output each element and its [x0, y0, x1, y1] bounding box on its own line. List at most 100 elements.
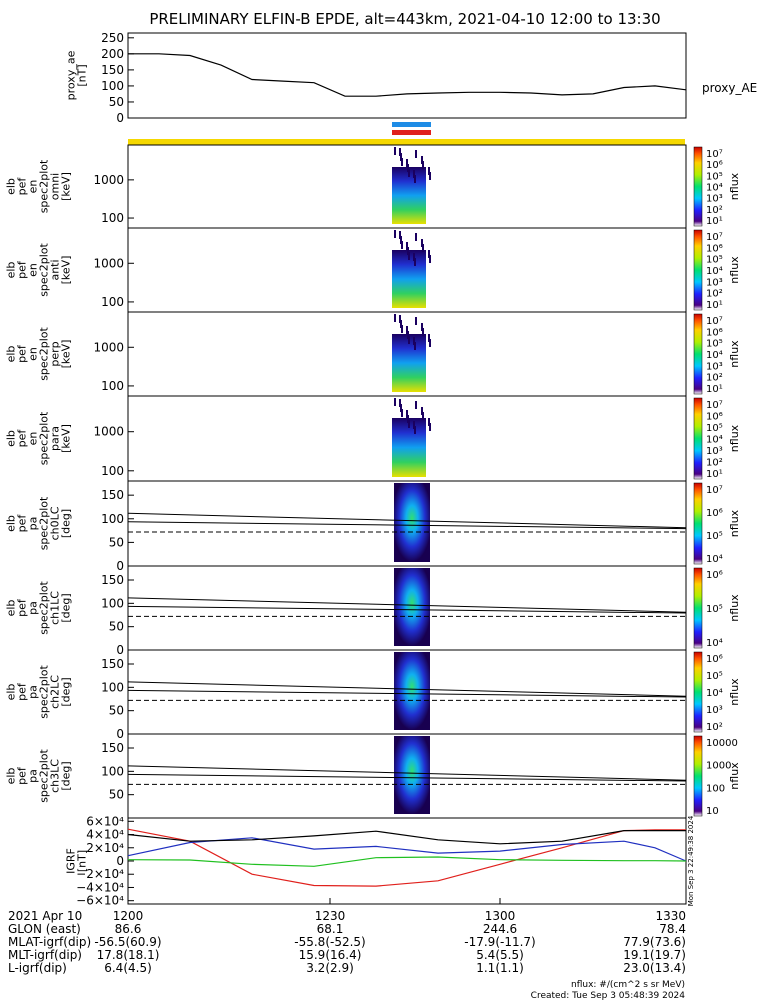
y-label-line: ch0LC — [49, 506, 62, 540]
plot-title: PRELIMINARY ELFIN-B EPDE, alt=443km, 202… — [149, 10, 660, 28]
y-label-line: [deg] — [60, 761, 73, 790]
colorbar-tick-label: 10⁵ — [706, 531, 723, 542]
y-axis-label: elbpefenspec2plotanti[keV] — [5, 243, 73, 297]
footer-value: 1230 — [315, 909, 346, 923]
y-tick-label: 100 — [101, 680, 124, 694]
footer-value: 5.4(5.5) — [476, 948, 524, 962]
spectrogram-speck — [428, 334, 430, 342]
footer-row-label: GLON (east) — [8, 922, 81, 936]
colorbar-label: nflux — [728, 678, 741, 706]
panel-pa_ch3: elbpefpaspec2plotch3LC[deg] 150 100 50 10000… — [5, 733, 741, 819]
spectrogram-speck — [406, 242, 408, 250]
y-label-line: spec2plot — [38, 665, 51, 719]
y-label-line: anti — [49, 259, 62, 280]
colorbar-tick-label: 10⁴ — [706, 350, 723, 361]
y-tick-label: 0 — [116, 854, 124, 868]
y-label-line: [keV] — [60, 424, 73, 453]
y-tick-label: 50 — [109, 95, 124, 109]
panel-pa_ch2: elbpefpaspec2plotch2LC[deg] 150 100 50 0 10⁶ 1… — [5, 649, 741, 741]
red-status-bar — [392, 130, 431, 135]
spectrogram-speck — [422, 328, 424, 336]
footer-value: 1300 — [485, 909, 516, 923]
footer-value: 1.1(1.1) — [476, 961, 524, 975]
colorbar-tick-label: 10⁷ — [706, 316, 723, 327]
y-label-line: pef — [16, 766, 29, 785]
footer-value: -55.8(-52.5) — [294, 935, 365, 949]
footer-value: 3.2(2.9) — [306, 961, 354, 975]
spectrogram-speck — [414, 175, 416, 183]
colorbar-tick-label: 10² — [706, 722, 723, 733]
spectrogram-speck — [408, 420, 410, 428]
y-tick-label: −2×10⁴ — [76, 867, 124, 881]
spectrogram-speck — [408, 336, 410, 344]
y-label-line: en — [27, 347, 40, 361]
series-line-4 — [127, 856, 687, 867]
colorbar-tick-label: 10⁴ — [706, 688, 723, 699]
footer-value: 78.4 — [659, 922, 686, 936]
spectrogram-speck — [421, 239, 423, 247]
footer-value: 86.6 — [115, 922, 142, 936]
spectrogram-speck — [394, 147, 396, 155]
footer-value: 77.9(73.6) — [623, 935, 686, 949]
spectrogram-speck — [422, 244, 424, 252]
y-label-line: pa — [27, 517, 40, 531]
y-axis-label: elbpefpaspec2plotch1LC[deg] — [5, 581, 73, 635]
spectrogram-speck — [401, 158, 403, 166]
y-label-line: [keV] — [60, 256, 73, 285]
colorbar-tick-label: 10⁶ — [706, 570, 723, 581]
y-tick-label: 2×10⁴ — [86, 841, 124, 855]
colorbar-tick-label: 10⁶ — [706, 508, 723, 519]
spectrogram-speck — [400, 236, 402, 244]
colorbar-tick-label: 10⁷ — [706, 485, 723, 496]
spectrogram-speck — [401, 325, 403, 333]
created-timestamp: Created: Tue Sep 3 05:48:39 2024 — [531, 991, 686, 1000]
colorbar-tick-label: 10¹ — [706, 216, 723, 227]
y-label-line: elb — [5, 600, 18, 617]
spectrogram-speck — [415, 233, 417, 241]
y-tick-label: 200 — [101, 47, 124, 61]
y-label-line: pa — [27, 769, 40, 783]
footer-value: 1330 — [655, 909, 686, 923]
y-label-line: ch3LC — [49, 759, 62, 793]
spectrogram-speck — [400, 153, 402, 161]
y-label-line: elb — [5, 430, 18, 447]
colorbar-tick-label: 10⁶ — [706, 654, 723, 665]
units-note: nflux: #/(cm^2 s sr MeV) — [571, 980, 685, 990]
colorbar-tick-label: 10000 — [706, 738, 738, 749]
y-tick-label: 150 — [101, 573, 124, 587]
spectrogram-speck — [429, 172, 431, 180]
pitch-angle-fill — [394, 483, 430, 562]
y-label-line: [nT] — [76, 64, 89, 86]
spectrogram-speck — [408, 169, 410, 177]
y-axis-label: elbpefpaspec2plotch3LC[deg] — [5, 749, 73, 803]
spectrogram-speck — [421, 156, 423, 164]
spectrogram-speck — [399, 148, 401, 156]
y-tick-label: 150 — [101, 488, 124, 502]
y-tick-label: 1000 — [93, 173, 124, 187]
footer-row-label: MLAT-igrf(dip) — [8, 935, 91, 949]
panel-en_anti: elbpefenspec2plotanti[keV] 100010010⁷10⁶1… — [5, 227, 741, 313]
colorbar-label: nflux — [728, 762, 741, 790]
loss-cone-line — [127, 681, 687, 697]
colorbar-tick-label: 10² — [706, 373, 723, 384]
spectrogram-speck — [429, 339, 431, 347]
spectrogram-speck — [414, 258, 416, 266]
y-label-line: pef — [16, 514, 29, 533]
colorbar-tick-label: 10² — [706, 205, 723, 216]
y-label-line: spec2plot — [38, 411, 51, 465]
footer-row-label: 2021 Apr 10 — [8, 909, 82, 923]
y-label-line: ch2LC — [49, 675, 62, 709]
spectrogram-speck — [406, 326, 408, 334]
y-tick-label: 150 — [101, 741, 124, 755]
y-tick-label: 6×10⁴ — [86, 814, 124, 828]
colorbar — [693, 146, 703, 227]
spectrogram-speck — [399, 399, 401, 407]
y-tick-label: −6×10⁴ — [76, 894, 124, 908]
footer-value: -17.9(-11.7) — [464, 935, 535, 949]
y-tick-label: 1000 — [93, 340, 124, 354]
loss-cone-line — [127, 689, 687, 698]
panel-en_perp: elbpefenspec2plotperp[keV] 100010010⁷10⁶1… — [5, 311, 741, 397]
pitch-angle-fill — [394, 736, 430, 814]
y-label-line: en — [27, 180, 40, 194]
